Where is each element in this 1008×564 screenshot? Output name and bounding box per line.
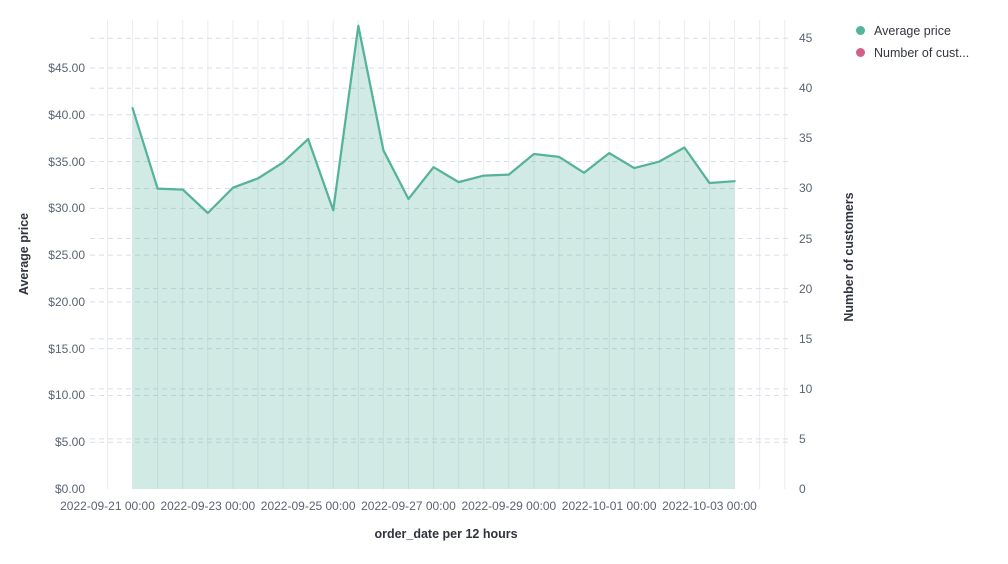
legend-item-label: Average price [874, 23, 951, 38]
right-axis-tick-label: 35 [799, 131, 813, 146]
legend-item[interactable]: Average price [856, 22, 969, 39]
right-axis-tick-label: 45 [799, 31, 813, 46]
legend-item[interactable]: Number of cust... [856, 44, 969, 61]
right-axis-tick-label: 25 [799, 231, 813, 246]
left-axis-tick-label: $20.00 [48, 294, 85, 309]
right-axis-tick-label: 10 [799, 381, 813, 396]
right-axis-title: Number of customers [842, 192, 856, 322]
x-axis-tick-label: 2022-10-01 00:00 [561, 499, 657, 513]
left-axis-tick-label: $35.00 [48, 154, 85, 169]
left-axis-title: Average price [17, 212, 31, 296]
right-axis-tick-label: 5 [799, 431, 806, 446]
left-axis-tick-label: $0.00 [54, 482, 85, 496]
x-axis-tick-label: 2022-09-23 00:00 [160, 499, 256, 513]
left-axis-tick-label: $30.00 [48, 201, 85, 216]
legend-swatch-icon [856, 48, 865, 57]
left-axis-tick-label: $5.00 [54, 435, 85, 450]
x-axis-tick-label: 2022-09-25 00:00 [260, 499, 356, 513]
right-axis-tick-label: 30 [799, 181, 813, 196]
right-axis-tick-label: 40 [799, 81, 813, 96]
x-axis-tick-label: 2022-10-03 00:00 [662, 499, 757, 513]
left-axis-tick-label: $10.00 [48, 388, 85, 403]
legend-swatch-icon [856, 26, 865, 35]
left-axis-tick-label: $25.00 [48, 248, 85, 263]
left-axis-tick-label: $40.00 [48, 107, 85, 122]
x-axis-title: order_date per 12 hours [374, 527, 518, 541]
left-axis-tick-label: $45.00 [48, 60, 85, 75]
x-axis-tick-label: 2022-09-29 00:00 [461, 499, 557, 513]
right-axis-tick-label: 0 [799, 482, 806, 496]
x-axis-tick-label: 2022-09-27 00:00 [361, 499, 456, 513]
left-axis-tick-label: $15.00 [48, 341, 85, 356]
area-fill [132, 25, 735, 490]
right-axis-tick-label: 20 [799, 281, 813, 296]
legend-item-label: Number of cust... [874, 45, 970, 60]
legend: Average price Number of cust... [856, 22, 969, 61]
right-axis-tick-label: 15 [799, 331, 813, 346]
x-axis-tick-label: 2022-09-21 00:00 [60, 499, 155, 513]
series-line [131, 24, 736, 215]
